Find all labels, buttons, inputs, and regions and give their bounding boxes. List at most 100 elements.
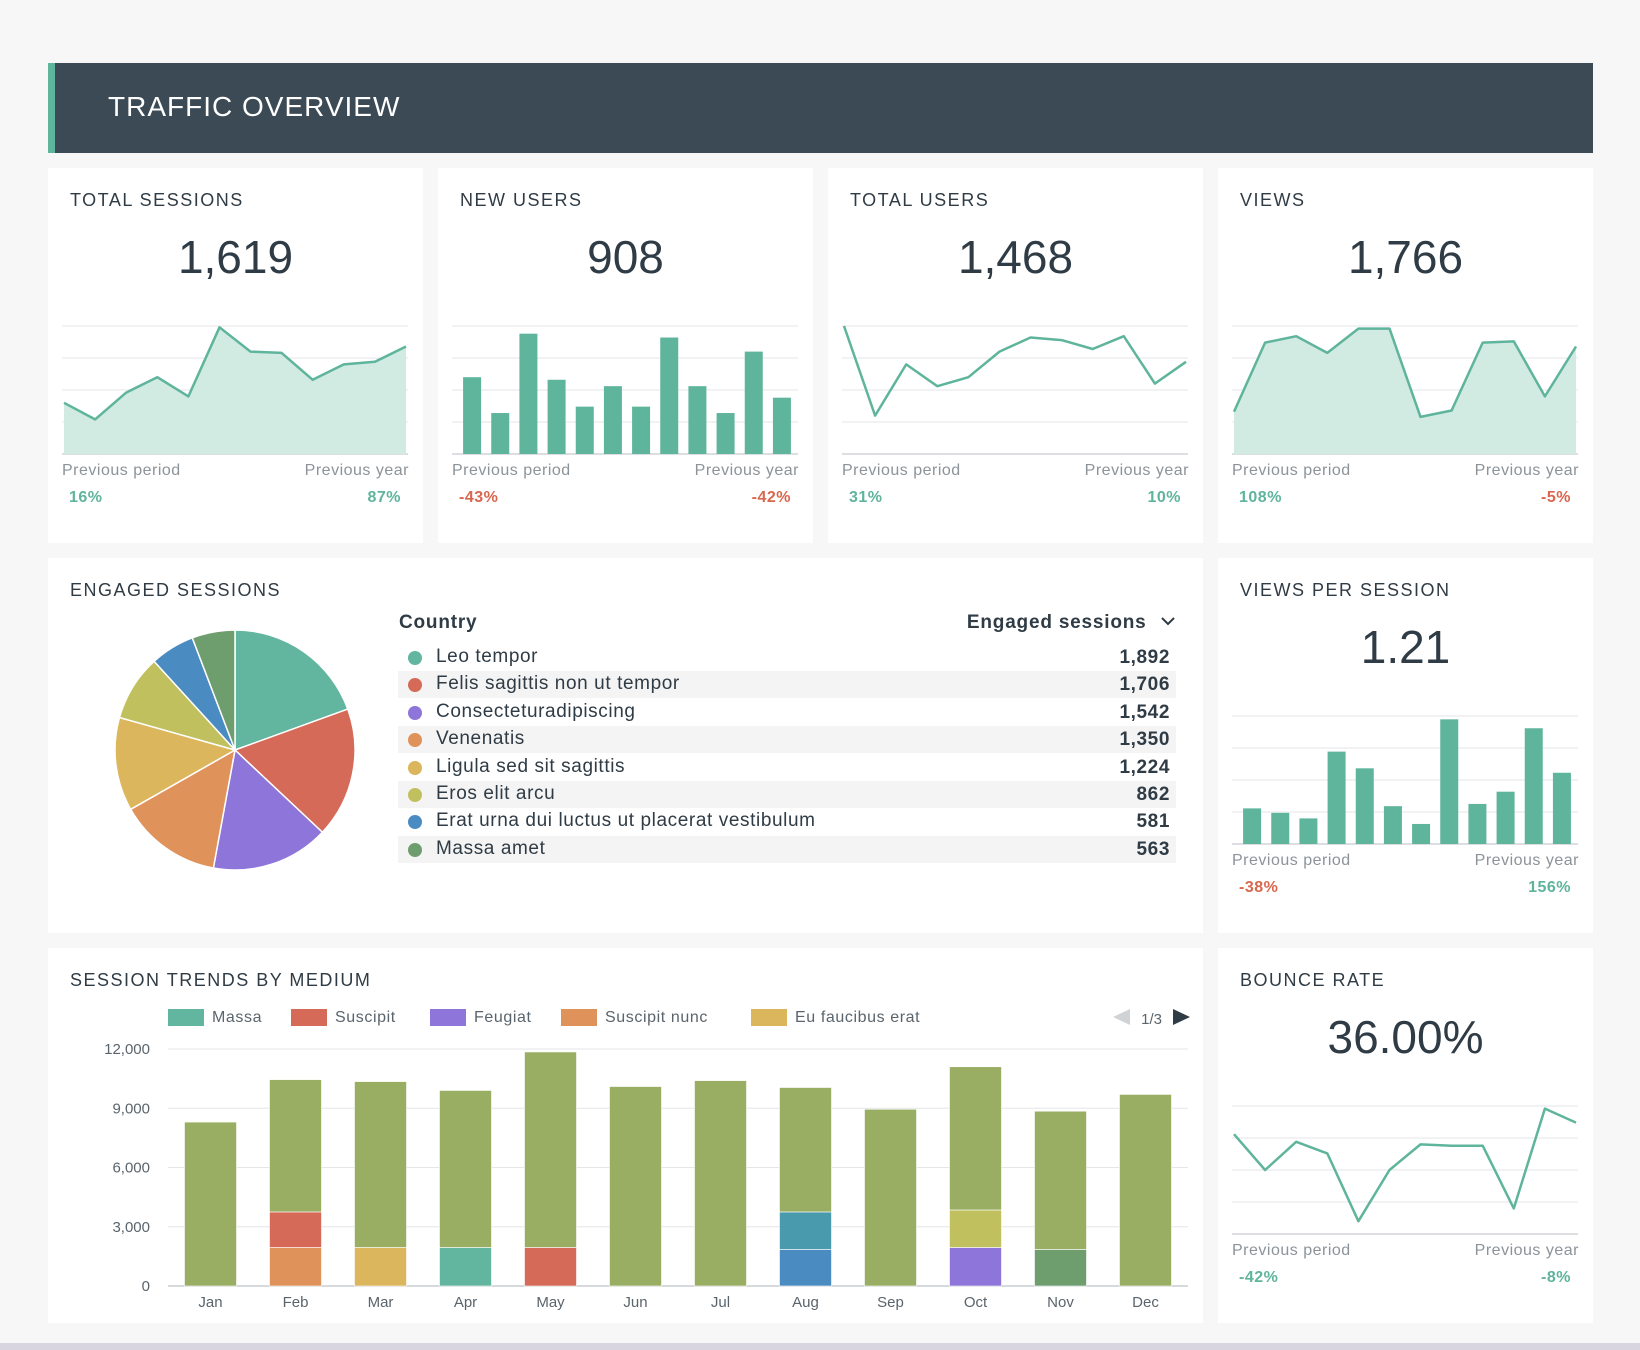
x-tick-label: Dec xyxy=(1132,1294,1159,1311)
legend-swatch xyxy=(751,1009,787,1026)
session-trends-card: SESSION TRENDS BY MEDIUM Massa Suscipit Fe… xyxy=(48,948,1203,1323)
x-tick-label: Oct xyxy=(964,1294,988,1311)
legend-pager: 1/3 xyxy=(1111,1008,1192,1030)
y-tick-label: 0 xyxy=(142,1278,150,1295)
previous-year-value: 87% xyxy=(367,489,401,506)
stacked-bar-segment xyxy=(949,1066,1002,1211)
bar xyxy=(1468,803,1487,844)
sparkline-chart xyxy=(62,325,408,455)
table-row: Eros elit arcu 862 xyxy=(398,781,1176,808)
legend-dot xyxy=(408,815,422,830)
previous-period-value: 16% xyxy=(69,489,103,506)
stacked-bar-segment xyxy=(184,1121,237,1287)
stacked-bar-segment xyxy=(609,1086,662,1287)
previous-year-label: Previous year xyxy=(304,462,409,479)
bar xyxy=(547,379,566,454)
country-name: Massa amet xyxy=(436,837,546,859)
stacked-bar-segment xyxy=(949,1209,1002,1248)
bar xyxy=(1271,812,1290,844)
engaged-sessions-sort-header[interactable]: Engaged sessions xyxy=(967,612,1175,636)
bar xyxy=(1496,791,1515,844)
engaged-sessions-value: 1,706 xyxy=(1119,674,1170,696)
pie-slice xyxy=(233,708,356,834)
engaged-sessions-value: 1,350 xyxy=(1119,729,1170,751)
bar xyxy=(575,406,594,454)
bar xyxy=(519,333,538,454)
y-tick-label: 6,000 xyxy=(112,1160,150,1177)
country-name: Ligula sed sit sagittis xyxy=(436,755,626,777)
previous-period-label: Previous period xyxy=(1232,852,1351,869)
bar-sparkline-chart xyxy=(452,325,798,455)
legend-dot xyxy=(408,760,422,775)
stacked-bar-segment xyxy=(779,1249,832,1287)
window-bottom-edge xyxy=(0,1343,1640,1350)
x-tick-label: May xyxy=(536,1294,565,1311)
table-row: Consecteturadipiscing 1,542 xyxy=(398,699,1176,726)
x-tick-label: Sep xyxy=(877,1294,904,1311)
country-name: Consecteturadipiscing xyxy=(436,700,636,722)
bounce-rate-line-chart xyxy=(1232,1105,1578,1235)
stacked-bar-segment xyxy=(524,1247,577,1287)
kpi-value: 1,766 xyxy=(1347,231,1464,283)
previous-year-value: 156% xyxy=(1528,879,1571,896)
kpi-card-total-sessions: TOTAL SESSIONS 1,619 Previous period Pre… xyxy=(48,168,423,543)
bar xyxy=(1327,751,1346,844)
bounce-rate-title: BOUNCE RATE xyxy=(1240,970,1386,990)
stacked-bar-segment xyxy=(694,1080,747,1287)
stacked-bar-segment xyxy=(864,1108,917,1287)
legend-swatch xyxy=(430,1009,466,1026)
stacked-bar-segment xyxy=(779,1087,832,1213)
views-per-session-bar-chart xyxy=(1232,715,1578,845)
table-row: Massa amet 563 xyxy=(398,835,1176,863)
pie-slice xyxy=(212,748,324,871)
country-name: Eros elit arcu xyxy=(436,783,556,804)
bar xyxy=(632,406,651,454)
area-fill xyxy=(64,327,406,454)
pie-slice xyxy=(129,748,237,869)
table-row: Felis sagittis non ut tempor 1,706 xyxy=(398,671,1176,699)
legend-swatch xyxy=(561,1009,597,1026)
previous-year-label: Previous year xyxy=(694,462,799,479)
pager-prev-icon[interactable] xyxy=(1111,1008,1131,1030)
session-trends-stacked-bar-chart: 0 3,000 6,000 9,000 12,000 Jan Feb Mar Apr May Jun… xyxy=(104,1041,1188,1311)
series-line xyxy=(63,326,407,421)
bar xyxy=(491,413,510,454)
x-tick-label: Aug xyxy=(792,1294,819,1311)
dashboard-title: TRAFFIC OVERVIEW xyxy=(108,91,401,122)
bar xyxy=(1524,728,1543,844)
legend-label: Feugiat xyxy=(474,1009,532,1026)
bar xyxy=(772,397,791,454)
previous-period-value: 108% xyxy=(1239,489,1282,506)
kpi-card-views: VIEWS 1,766 Previous period Previous yea… xyxy=(1218,168,1593,543)
previous-period-label: Previous period xyxy=(1232,462,1351,479)
engaged-sessions-value: 581 xyxy=(1136,811,1170,833)
stacked-bar-segment xyxy=(269,1079,322,1213)
previous-period-label: Previous period xyxy=(1232,1242,1351,1259)
engaged-sessions-pie-chart xyxy=(114,629,356,871)
bar xyxy=(716,413,735,454)
y-tick-label: 9,000 xyxy=(112,1100,150,1117)
legend-dot xyxy=(408,788,422,802)
previous-period-value: 31% xyxy=(849,489,883,506)
engaged-sessions-card: ENGAGED SESSIONS Country Engaged session… xyxy=(48,558,1203,933)
legend-dot xyxy=(408,705,422,720)
bar xyxy=(1412,823,1431,844)
legend-dot xyxy=(408,678,422,693)
x-tick-label: Mar xyxy=(368,1294,394,1311)
stacked-bar-segment xyxy=(354,1247,407,1287)
stacked-bar-segment xyxy=(439,1090,492,1248)
kpi-card-total-users: TOTAL USERS 1,468 Previous period Previo… xyxy=(828,168,1203,543)
table-row: Leo tempor 1,892 xyxy=(398,644,1176,671)
legend-label: Suscipit xyxy=(335,1009,396,1026)
x-tick-label: Jun xyxy=(623,1294,647,1311)
country-name: Venenatis xyxy=(436,728,525,750)
stacked-bar-segment xyxy=(949,1247,1002,1287)
pager-next-icon[interactable] xyxy=(1172,1008,1192,1030)
kpi-title: NEW USERS xyxy=(460,190,583,210)
y-tick-label: 3,000 xyxy=(112,1219,150,1236)
previous-period-label: Previous period xyxy=(452,462,571,479)
kpi-card-new-users: NEW USERS 908 Previous period Previous y… xyxy=(438,168,813,543)
country-name: Felis sagittis non ut tempor xyxy=(436,673,680,695)
previous-period-label: Previous period xyxy=(62,462,181,479)
pie-slice xyxy=(234,629,349,752)
